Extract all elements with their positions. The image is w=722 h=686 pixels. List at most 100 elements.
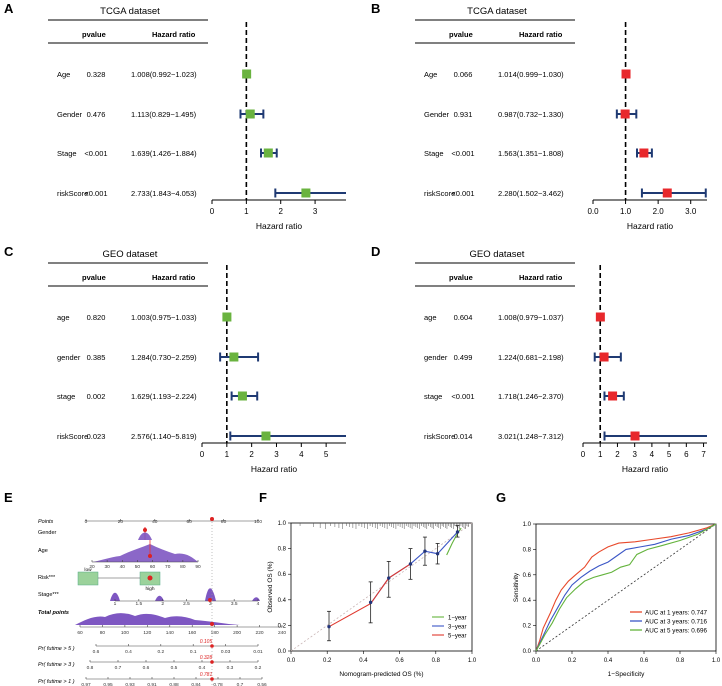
risk-marker [147, 575, 153, 581]
probability-marker [210, 660, 214, 664]
row-pvalue: <0.001 [451, 149, 474, 158]
series-line-3 [328, 563, 411, 628]
x-tick-label: 0 [210, 207, 215, 216]
nomogram-tick-label: 0.5 [171, 665, 178, 671]
hazard-ratio-marker [301, 188, 311, 198]
nomogram-tick-label: 0.3 [227, 665, 234, 671]
nomogram-tick-label: 180 [211, 630, 219, 636]
x-tick-label: 5 [324, 450, 329, 459]
stage-density [205, 588, 216, 601]
roc-plot: 0.0 0.2 0.4 0.6 0.8 1.0 0.0 0.2 0.4 0.6 0.8 1.0 1−Sp… [513, 522, 721, 678]
col-header-pvalue: pvalue [449, 273, 473, 282]
forest-plot-d: GEO dataset pvalue Hazard ratio age 0.604 1.0… [415, 249, 707, 474]
forest-plot-b: TCGA dataset pvalue Hazard ratio Age 0.066 1.… [415, 6, 707, 231]
nomogram-tick-label: 40 [152, 519, 158, 525]
row-hazard-ratio-text: 1.284(0.730−2.259) [131, 353, 197, 362]
probability-value: 0.328 [200, 655, 213, 661]
row-pvalue: 0.002 [87, 392, 106, 401]
nomogram-tick-label: 0.2 [255, 665, 262, 671]
nomogram-tick-label: 20 [89, 564, 95, 570]
row-hazard-ratio-text: 1.008(0.992−1.023) [131, 70, 197, 79]
gender-marker [143, 528, 147, 532]
data-point [368, 600, 373, 605]
nomogram-tick-label: 50 [135, 564, 141, 570]
nomogram-tick-label: 1 [114, 601, 117, 607]
nomogram-tick-label: 240 [278, 630, 286, 636]
hazard-ratio-marker [621, 69, 631, 79]
nomogram-tick-label: 40 [120, 564, 126, 570]
forest-title: TCGA dataset [467, 6, 527, 17]
nomogram-tick-label: 0.8 [87, 665, 94, 671]
nomogram-tick-label: 0.88 [169, 682, 179, 686]
hazard-ratio-marker [620, 109, 630, 119]
panel-letter-a: A [4, 1, 14, 16]
roc-curve-3 [535, 523, 717, 652]
y-axis-label: Observed OS (%) [267, 561, 274, 612]
data-point [408, 562, 413, 566]
nomogram-tick-label: 30 [104, 564, 110, 570]
row-hazard-ratio-text: 1.014(0.999−1.030) [498, 70, 564, 79]
probability-value: 0.781 [200, 672, 213, 678]
row-label: gender [57, 353, 81, 362]
nomogram-tick-label: 0.1 [190, 649, 197, 655]
row-label: Age [424, 70, 437, 79]
nomogram-tick-label: 0.2 [157, 649, 164, 655]
y-axis-label: Sensitivity [513, 572, 520, 602]
nomogram-tick-label: 0.84 [191, 682, 201, 686]
risk-low-box [77, 571, 99, 586]
nomogram-row-label: Pr( futime > 3 ) [38, 662, 75, 668]
x-tick-label: 1 [225, 450, 230, 459]
x-tick-label: 4 [650, 450, 655, 459]
nomogram-tick-label: 100 [254, 519, 262, 525]
nomogram-tick-label: 0.7 [237, 682, 244, 686]
legend-label: AUC at 1 years: 0.747 [645, 610, 707, 617]
x-tick-label: 3 [274, 450, 279, 459]
row-label: riskScore [424, 189, 455, 198]
row-label: Stage [424, 149, 444, 158]
row-pvalue: 0.476 [87, 110, 106, 119]
col-header-pvalue: pvalue [82, 30, 106, 39]
x-tick-label: 0.4 [359, 658, 368, 664]
stage-marker [208, 598, 212, 602]
row-label: age [57, 313, 70, 322]
x-tick-label: 0 [200, 450, 205, 459]
nomogram-tick-label: 0.56 [257, 682, 267, 686]
hazard-ratio-marker [662, 188, 672, 198]
nomogram-tick-label: 0.4 [199, 665, 206, 671]
nomogram-tick-label: 0.6 [93, 649, 100, 655]
data-point [327, 624, 331, 629]
row-pvalue: <0.001 [451, 392, 474, 401]
nomogram-tick-label: 0.03 [221, 649, 231, 655]
legend-label: 1−year [448, 616, 467, 622]
nomogram-tick-label: 0.91 [147, 682, 157, 686]
nomogram-row-label: Pr( futime > 5 ) [38, 646, 75, 652]
row-pvalue: 0.014 [454, 432, 473, 441]
x-axis-label: Hazard ratio [251, 464, 298, 474]
panel-letter-d: D [371, 244, 381, 259]
x-tick-label: 2 [615, 450, 620, 459]
stage-density [252, 597, 260, 601]
row-label: stage [424, 392, 442, 401]
x-tick-label: 3 [632, 450, 637, 459]
ideal-line [290, 522, 473, 652]
plot-frame [290, 522, 473, 652]
row-label: Gender [424, 110, 450, 119]
nomogram-row-label: Points [38, 519, 54, 525]
x-axis-label: Hazard ratio [256, 221, 303, 231]
row-hazard-ratio-text: 1.629(1.193−2.224) [131, 392, 197, 401]
row-pvalue: 0.604 [454, 313, 473, 322]
y-tick-label: 0.8 [278, 547, 287, 553]
x-tick-label: 1 [244, 207, 249, 216]
row-hazard-ratio-text: 1.563(1.351−1.808) [498, 149, 564, 158]
hazard-ratio-marker [263, 148, 273, 158]
x-tick-label: 0.6 [395, 658, 404, 664]
nomogram-tick-label: 80 [100, 630, 106, 636]
row-hazard-ratio-text: 1.113(0.829−1.495) [131, 110, 197, 119]
hazard-ratio-marker [229, 352, 239, 362]
legend-label: 3−year [448, 625, 467, 631]
nomogram-tick-label: 90 [195, 564, 201, 570]
x-tick-label: 1.0 [620, 207, 632, 216]
calibration-plot: 0.0 0.2 0.4 0.6 0.8 1.0 0.0 0.2 0.4 0.6 0.8 1.0 Nomo… [267, 521, 477, 678]
data-point [455, 530, 460, 534]
